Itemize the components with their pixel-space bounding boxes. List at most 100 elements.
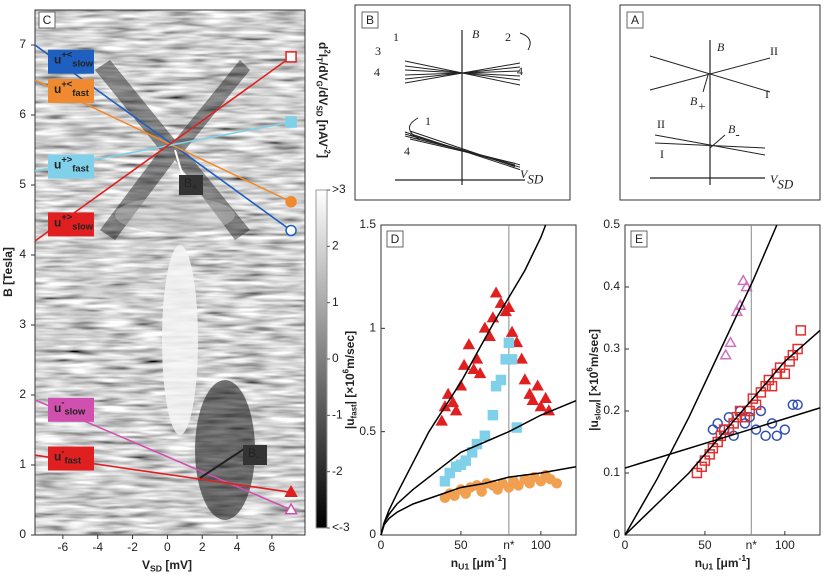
annotation-box <box>179 175 203 195</box>
panel-tag: B <box>366 13 374 27</box>
text-part: T <box>315 57 324 62</box>
point <box>712 418 723 429</box>
point <box>489 286 503 298</box>
text-part: /dV <box>316 62 330 81</box>
point <box>285 224 297 237</box>
text-part: SD <box>777 176 793 191</box>
bright-region <box>162 245 198 435</box>
text-part: B <box>184 176 192 190</box>
text-part: ] <box>316 154 330 158</box>
colorbar-tick-label: >3 <box>332 182 346 196</box>
text-part: + <box>192 182 197 192</box>
x-tick-label: -2 <box>127 540 138 554</box>
text-part: m/sec] <box>343 331 357 369</box>
point <box>779 424 791 435</box>
annotation-arrow <box>199 446 248 479</box>
schematic-label: II <box>657 117 665 131</box>
y-axis-label: |uslow| [×106m/sec] <box>586 329 603 431</box>
text-part: B <box>248 446 256 460</box>
point <box>787 399 799 411</box>
text-part: V <box>520 167 529 181</box>
y-axis-label: B [Tesla] <box>1 247 15 297</box>
arrow <box>409 117 421 141</box>
line-series <box>35 56 292 242</box>
text-part: n <box>695 556 702 570</box>
point <box>795 325 807 336</box>
point <box>441 387 455 399</box>
point <box>446 396 460 408</box>
arrow <box>709 134 726 149</box>
point <box>457 358 471 370</box>
series-label: u+<fast <box>54 79 89 98</box>
text-part: m/sec] <box>587 329 601 367</box>
text-part: 6 <box>586 367 595 372</box>
y-tick-label: 0.2 <box>603 403 620 417</box>
text-part: | [×10 <box>343 373 357 404</box>
point <box>513 480 524 491</box>
text-part: /dV <box>316 87 330 106</box>
schematic-label: 1 <box>425 114 431 128</box>
text-part: u <box>54 450 61 464</box>
text-part: slow <box>72 222 94 232</box>
text-part: u <box>54 216 61 230</box>
schematic-label: 1 <box>393 30 399 44</box>
fit-line <box>380 466 577 536</box>
text-part: +< <box>61 50 72 60</box>
text-part: SD <box>150 564 162 574</box>
colorbar-tick-label: 0 <box>332 351 339 365</box>
point <box>444 467 455 479</box>
schematic-label: 2 <box>505 30 511 44</box>
schematic-line <box>409 138 516 164</box>
text-part: - <box>735 126 739 141</box>
bright-region <box>115 197 235 233</box>
text-part: + <box>697 98 706 113</box>
y-tick-label: 1 <box>369 321 376 335</box>
text-part: |u <box>343 418 357 429</box>
point <box>487 409 499 421</box>
plot-frame <box>624 224 821 536</box>
y-tick-label: 7 <box>19 37 26 51</box>
x-tick-label: n* <box>746 538 758 552</box>
panel-tag-box <box>630 230 648 248</box>
x-tick-label: 50 <box>698 538 712 552</box>
point <box>771 430 783 442</box>
schematic-label: VSD <box>770 172 794 192</box>
y-tick-label: 1.5 <box>359 217 376 231</box>
text-part: - <box>61 398 64 408</box>
fit-line <box>624 224 778 536</box>
point <box>792 399 803 411</box>
point <box>515 352 528 364</box>
point <box>724 336 737 348</box>
schematic-label: 4 <box>404 144 410 158</box>
x-tick-label: 2 <box>199 540 206 554</box>
point <box>760 380 771 392</box>
point <box>460 455 471 466</box>
point <box>503 337 515 349</box>
x-tick-label: 0 <box>164 540 171 554</box>
series-label-box <box>48 446 94 471</box>
plot-frame <box>34 9 306 536</box>
text-part: U1 <box>458 562 469 572</box>
fit-line <box>380 224 547 536</box>
text-part: [nAV <box>316 116 330 146</box>
series-label-box <box>48 212 94 237</box>
text-part: -2 <box>322 147 331 155</box>
point <box>506 354 518 365</box>
panel-tag: D <box>391 232 400 246</box>
text-part: -1 <box>495 553 503 563</box>
text-part: -1 <box>739 553 747 563</box>
y-tick-label: 0 <box>613 527 620 541</box>
point <box>285 196 297 208</box>
point <box>284 502 298 515</box>
text-part: n <box>451 556 458 570</box>
point <box>449 404 463 416</box>
y-tick-label: 0.4 <box>603 279 620 293</box>
text-part: +> <box>61 213 72 223</box>
arrow <box>519 32 531 51</box>
x-axis-label: VSD [mV] <box>142 558 192 574</box>
dark-region <box>95 60 250 240</box>
text-part: V <box>770 172 779 186</box>
schematic-label: I <box>765 87 769 101</box>
point <box>502 300 516 313</box>
schematic-label: B <box>472 27 480 41</box>
